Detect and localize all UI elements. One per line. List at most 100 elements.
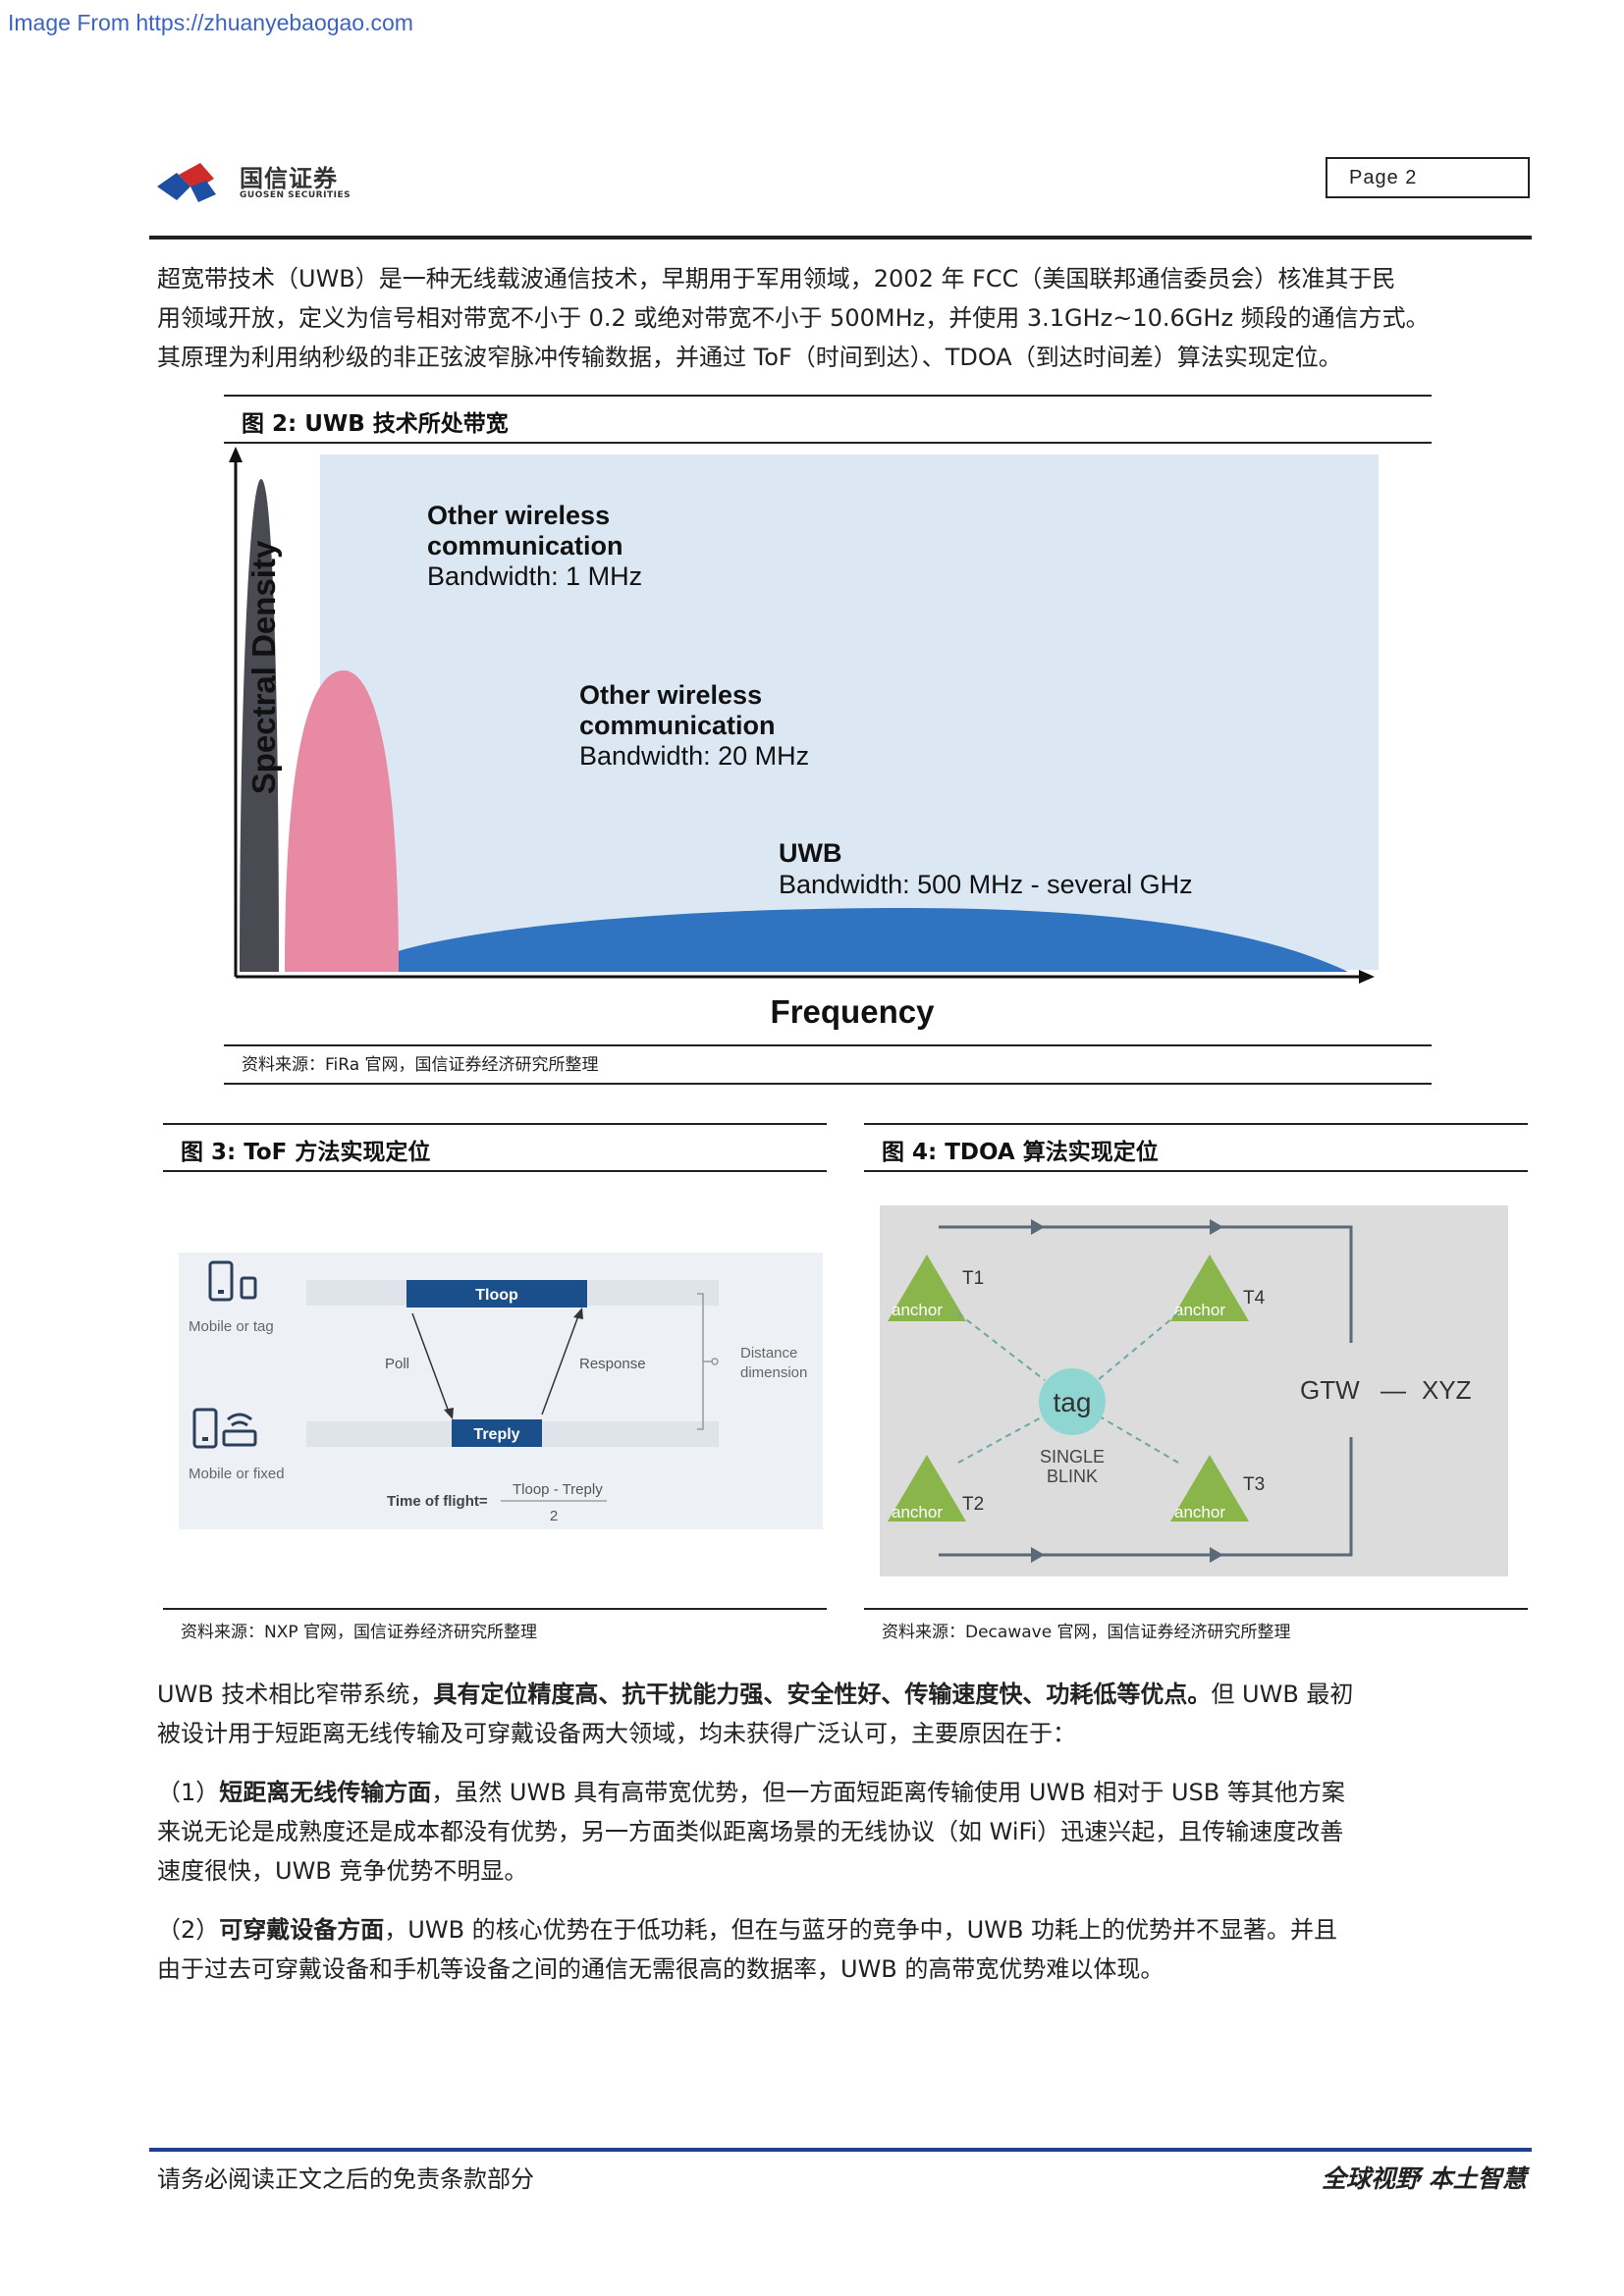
- intro-line: 其原理为利用纳秒级的非正弦波窄脉冲传输数据，并通过 ToF（时间到达）、TDOA…: [157, 344, 1342, 371]
- t2-label: T2: [962, 1494, 984, 1515]
- intro-line: 超宽带技术（UWB）是一种无线载波通信技术，早期用于军用领域，2002 年 FC…: [157, 265, 1396, 293]
- summary-text: UWB 技术相比窄带系统，: [157, 1681, 434, 1708]
- x-axis-label: Frequency: [771, 993, 936, 1030]
- fig4-tdoa-diagram: anchor anchor anchor anchor T1 T4 T2 T3 …: [880, 1205, 1508, 1576]
- svg-text:anchor: anchor: [892, 1503, 943, 1522]
- summary-line: 由于过去可穿戴设备和手机等设备之间的通信无需很高的数据率，UWB 的高带宽优势难…: [157, 1955, 1164, 1983]
- fig2-bandwidth-chart: Other wireless communication Bandwidth: …: [229, 447, 1375, 1030]
- intro-line: 用领域开放，定义为信号相对带宽不小于 0.2 或绝对带宽不小于 500MHz，并…: [157, 304, 1430, 332]
- fig3-top-rule: [163, 1123, 827, 1125]
- summary-bold: 短距离无线传输方面: [219, 1779, 432, 1806]
- fig4-title: 图 4: TDOA 算法实现定位: [882, 1140, 1159, 1165]
- anchor-t1-icon: anchor: [888, 1255, 966, 1321]
- fig3-source-rule: [163, 1608, 827, 1610]
- annot-20mhz-line3: Bandwidth: 20 MHz: [579, 741, 809, 771]
- watermark-link[interactable]: Image From https://zhuanyebaogao.com: [8, 10, 413, 35]
- anchor-t4-icon: anchor: [1170, 1255, 1249, 1321]
- arrow-bottom-icon: [1031, 1547, 1045, 1563]
- summary-text: ，UWB 的核心优势在于低功耗，但在与蓝牙的竞争中，UWB 功耗上的优势并不显著…: [384, 1916, 1338, 1944]
- company-name-en: GUOSEN SECURITIES: [240, 190, 352, 200]
- fig4-title-rule: [864, 1170, 1528, 1172]
- fig3-title: 图 3: ToF 方法实现定位: [181, 1140, 431, 1165]
- tloop-label: Tloop: [475, 1287, 518, 1304]
- mobile-or-tag-label: Mobile or tag: [189, 1318, 274, 1335]
- response-label: Response: [579, 1356, 646, 1372]
- mobile-phone-icon-2: [192, 1408, 218, 1449]
- mobile-or-fixed-label: Mobile or fixed: [189, 1466, 285, 1482]
- response-arrow: [541, 1312, 580, 1415]
- fig4-source: 资料来源：Decawave 官网，国信证券经济研究所整理: [882, 1623, 1291, 1642]
- footer-slogan: 全球视野 本土智慧: [1322, 2164, 1527, 2193]
- tof-formula-label: Time of flight=: [387, 1493, 488, 1510]
- treply-label: Treply: [473, 1426, 519, 1443]
- y-axis-label: Spectral Density: [245, 540, 282, 794]
- dimension-label: dimension: [740, 1364, 807, 1381]
- router-icon: [222, 1413, 257, 1447]
- svg-text:anchor: anchor: [1174, 1503, 1225, 1522]
- 20mhz-spectrum-area: [285, 670, 399, 972]
- annot-20mhz-line2: communication: [579, 711, 776, 740]
- fig2-title: 图 2: UWB 技术所处带宽: [242, 411, 509, 437]
- summary-line: 来说无论是成熟度还是成本都没有优势，另一方面类似距离场景的无线协议（如 WiFi…: [157, 1818, 1344, 1845]
- fig2-bottom-rule: [224, 1083, 1432, 1085]
- company-name-cn: 国信证券: [240, 165, 338, 192]
- poll-arrow: [411, 1312, 451, 1415]
- annot-1mhz-line2: communication: [427, 531, 623, 561]
- summary-bold: 可穿戴设备方面: [219, 1916, 385, 1944]
- footer-disclaimer: 请务必阅读正文之后的免责条款部分: [157, 2165, 534, 2193]
- gtw-label: GTW: [1300, 1375, 1360, 1405]
- summary-text: ，虽然 UWB 具有高带宽优势，但一方面短距离传输使用 UWB 相对于 USB …: [431, 1779, 1345, 1806]
- annot-uwb-line1: UWB: [779, 838, 841, 868]
- xyz-label: XYZ: [1422, 1375, 1472, 1405]
- annot-1mhz-line1: Other wireless: [427, 501, 610, 530]
- guosen-logo-icon: [157, 163, 216, 202]
- fig2-top-rule: [224, 395, 1432, 397]
- t3-label: T3: [1243, 1474, 1265, 1495]
- header-rule: [149, 236, 1532, 240]
- blink-label: BLINK: [1047, 1467, 1098, 1486]
- fig3-tof-diagram: Tloop Treply Poll Response Distance dime…: [179, 1253, 823, 1529]
- tof-denominator: 2: [550, 1508, 558, 1524]
- summary-text: （1）: [157, 1779, 220, 1806]
- fig3-source: 资料来源：NXP 官网，国信证券经济研究所整理: [181, 1623, 538, 1642]
- poll-label: Poll: [385, 1356, 409, 1372]
- fig2-title-rule: [224, 442, 1432, 444]
- annot-uwb-line2: Bandwidth: 500 MHz - several GHz: [779, 870, 1193, 899]
- annot-1mhz-line3: Bandwidth: 1 MHz: [427, 561, 642, 591]
- summary-line: 被设计用于短距离无线传输及可穿戴设备两大领域，均未获得广泛认可，主要原因在于：: [157, 1720, 1076, 1747]
- summary-paragraph-1: UWB 技术相比窄带系统，具有定位精度高、抗干扰能力强、安全性好、传输速度快、功…: [157, 1675, 1532, 1753]
- svg-text:anchor: anchor: [1174, 1301, 1225, 1319]
- arrow-top-icon: [1031, 1219, 1045, 1235]
- anchor-t2-icon: anchor: [888, 1455, 966, 1522]
- tag-icon: [240, 1276, 257, 1300]
- svg-text:anchor: anchor: [892, 1301, 943, 1319]
- y-axis-arrow-icon: [229, 447, 243, 462]
- fig2-source-top-rule: [224, 1044, 1432, 1046]
- treply-bar: [452, 1419, 542, 1447]
- tloop-bar: [406, 1280, 587, 1308]
- tof-numerator: Tloop - Treply: [513, 1481, 603, 1498]
- anchor-t3-icon: anchor: [1170, 1455, 1249, 1522]
- summary-text: 但 UWB 最初: [1211, 1681, 1354, 1708]
- footer-rule: [149, 2148, 1532, 2152]
- distance-label: Distance: [740, 1345, 797, 1362]
- fig2-source: 资料来源：FiRa 官网，国信证券经济研究所整理: [242, 1055, 599, 1075]
- summary-line: 速度很快，UWB 竞争优势不明显。: [157, 1857, 528, 1885]
- summary-paragraph-2: （1）短距离无线传输方面，虽然 UWB 具有高带宽优势，但一方面短距离传输使用 …: [157, 1773, 1532, 1891]
- tag-label: tag: [1054, 1387, 1092, 1417]
- fig4-source-rule: [864, 1608, 1528, 1610]
- annot-20mhz-line1: Other wireless: [579, 680, 762, 710]
- intro-paragraph: 超宽带技术（UWB）是一种无线载波通信技术，早期用于军用领域，2002 年 FC…: [157, 259, 1532, 377]
- t4-label: T4: [1243, 1288, 1266, 1308]
- x-axis-arrow-icon: [1359, 970, 1375, 984]
- single-label: SINGLE: [1040, 1447, 1105, 1467]
- fig4-top-rule: [864, 1123, 1528, 1125]
- dash-label: —: [1380, 1375, 1406, 1405]
- mobile-phone-icon: [208, 1260, 234, 1302]
- summary-text: （2）: [157, 1916, 220, 1944]
- summary-paragraph-3: （2）可穿戴设备方面，UWB 的核心优势在于低功耗，但在与蓝牙的竞争中，UWB …: [157, 1910, 1532, 1989]
- tag-circle-icon: [1039, 1368, 1106, 1435]
- blink-signal-lines: [957, 1312, 1179, 1464]
- t1-label: T1: [962, 1268, 984, 1289]
- page-number-box: Page 2: [1326, 157, 1530, 198]
